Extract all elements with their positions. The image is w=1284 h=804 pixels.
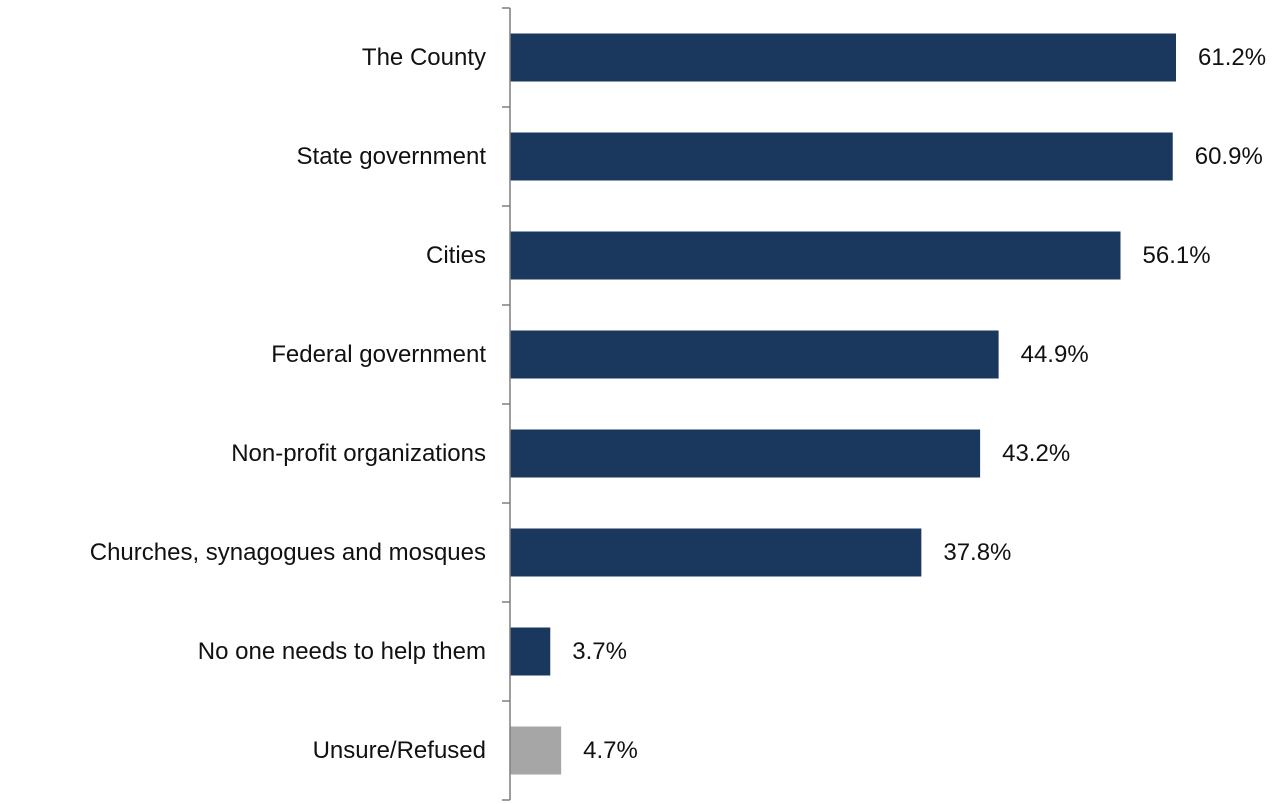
- bar: [510, 330, 999, 379]
- category-label: Churches, synagogues and mosques: [90, 539, 486, 566]
- value-label: 3.7%: [572, 638, 627, 665]
- bar: [510, 528, 922, 577]
- category-label: State government: [297, 143, 487, 170]
- value-label: 4.7%: [583, 737, 638, 764]
- bar: [510, 726, 562, 775]
- bar: [510, 33, 1176, 82]
- category-label: Federal government: [271, 341, 486, 368]
- value-label: 60.9%: [1195, 143, 1263, 170]
- category-label: Unsure/Refused: [313, 737, 486, 764]
- value-label: 61.2%: [1198, 44, 1266, 71]
- category-label: No one needs to help them: [198, 638, 486, 665]
- value-label: 56.1%: [1143, 242, 1211, 269]
- value-label: 37.8%: [943, 539, 1011, 566]
- bar: [510, 231, 1121, 280]
- category-label: Cities: [426, 242, 486, 269]
- bar: [510, 132, 1173, 181]
- bar: [510, 429, 981, 478]
- bar: [510, 627, 551, 676]
- value-label: 44.9%: [1021, 341, 1089, 368]
- category-label: Non-profit organizations: [231, 440, 486, 467]
- category-label: The County: [362, 44, 486, 71]
- value-label: 43.2%: [1002, 440, 1070, 467]
